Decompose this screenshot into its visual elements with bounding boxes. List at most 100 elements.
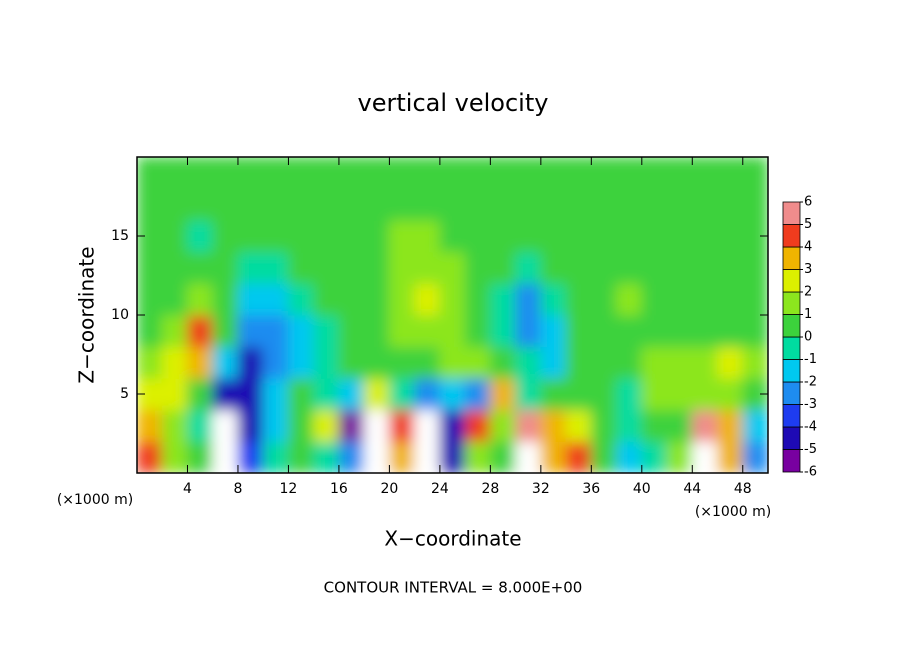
cell [287, 282, 315, 316]
cell [237, 440, 264, 473]
cell [237, 251, 264, 284]
cell [616, 440, 643, 473]
y-tick-label: 10 [111, 307, 129, 323]
colorbar-box [782, 291, 801, 315]
cell [363, 157, 390, 190]
cell [262, 440, 289, 473]
cell [363, 377, 390, 411]
cell [616, 409, 643, 442]
cell [565, 282, 592, 316]
cell [388, 314, 416, 348]
cell [489, 440, 517, 473]
cell [641, 346, 668, 379]
cell [616, 219, 643, 253]
cell [388, 346, 416, 379]
x-tick-label: 20 [380, 481, 398, 497]
cell [161, 282, 188, 316]
cell [137, 346, 163, 379]
colorbar-box [782, 359, 801, 383]
cell [691, 377, 719, 411]
colorbar-label: 0 [804, 330, 812, 345]
cell [388, 409, 416, 442]
cell [590, 346, 618, 379]
cell [161, 377, 188, 411]
cell [262, 282, 289, 316]
cell [515, 157, 542, 190]
cell [717, 314, 744, 348]
cell [262, 157, 289, 190]
cell [338, 282, 365, 316]
cell [691, 409, 719, 442]
cell [464, 377, 491, 411]
x-tick-label: 48 [734, 481, 752, 497]
cell [439, 440, 466, 473]
cell [237, 346, 264, 379]
cell [666, 346, 693, 379]
cell [464, 282, 491, 316]
cell [641, 188, 668, 221]
cell [414, 409, 441, 442]
cell [287, 157, 315, 190]
cell [565, 440, 592, 473]
cell [540, 219, 567, 253]
cell [590, 440, 618, 473]
cell [439, 219, 466, 253]
cell [717, 440, 744, 473]
cell [137, 282, 163, 316]
cell [691, 157, 719, 190]
cell [565, 377, 592, 411]
cell [313, 314, 340, 348]
cell [287, 377, 315, 411]
cell [717, 346, 744, 379]
cell [666, 409, 693, 442]
cell [565, 314, 592, 348]
cell [464, 314, 491, 348]
cell [641, 282, 668, 316]
cell [540, 409, 567, 442]
cell [137, 409, 163, 442]
cell [439, 157, 466, 190]
cell [439, 251, 466, 284]
cell [414, 377, 441, 411]
cell [237, 188, 264, 221]
cell [489, 219, 517, 253]
cell [262, 346, 289, 379]
colorbar-box [782, 201, 801, 225]
cell [717, 157, 744, 190]
cell [641, 314, 668, 348]
cell [666, 314, 693, 348]
cell [338, 409, 365, 442]
cell [388, 440, 416, 473]
cell [616, 377, 643, 411]
cell [565, 346, 592, 379]
cell [212, 219, 239, 253]
cell [666, 440, 693, 473]
cell [742, 157, 768, 190]
x-tick-label: 44 [683, 481, 701, 497]
cell [464, 251, 491, 284]
cell [641, 440, 668, 473]
cell [363, 314, 390, 348]
cell [186, 409, 214, 442]
cell [590, 377, 618, 411]
cell [540, 282, 567, 316]
cell [414, 282, 441, 316]
y-tick-label: 5 [120, 386, 129, 402]
cell [212, 346, 239, 379]
cell [464, 409, 491, 442]
cell [414, 251, 441, 284]
cell [565, 219, 592, 253]
cell [742, 188, 768, 221]
x-tick-label: 12 [280, 481, 298, 497]
x-tick-label: 32 [532, 481, 550, 497]
cell [363, 409, 390, 442]
cell [186, 219, 214, 253]
cell [363, 251, 390, 284]
cell [414, 440, 441, 473]
cell [237, 377, 264, 411]
cell [742, 282, 768, 316]
cell [641, 377, 668, 411]
cell [489, 282, 517, 316]
cell [439, 409, 466, 442]
cell [691, 440, 719, 473]
